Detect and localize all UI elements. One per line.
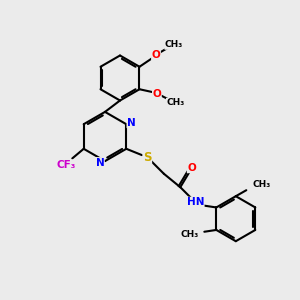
Text: N: N xyxy=(95,158,104,168)
Text: CH₃: CH₃ xyxy=(180,230,198,239)
Text: O: O xyxy=(152,89,161,99)
Text: CH₃: CH₃ xyxy=(165,40,183,49)
Text: O: O xyxy=(152,50,160,60)
Text: HN: HN xyxy=(187,197,204,207)
Text: N: N xyxy=(127,118,136,128)
Text: O: O xyxy=(187,163,196,173)
Text: CF₃: CF₃ xyxy=(57,160,76,170)
Text: CH₃: CH₃ xyxy=(167,98,184,107)
Text: S: S xyxy=(143,151,152,164)
Text: CH₃: CH₃ xyxy=(252,180,271,189)
